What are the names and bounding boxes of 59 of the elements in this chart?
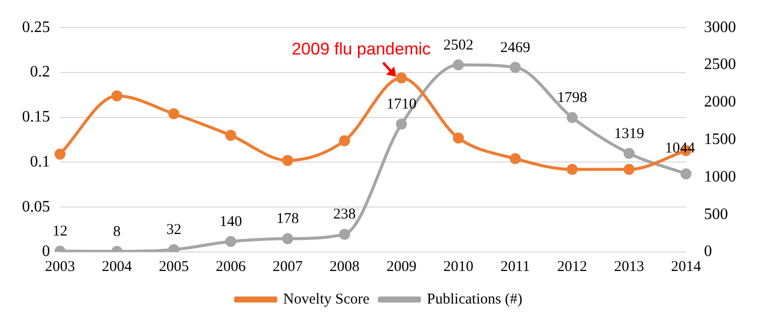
data-label: 32 [166, 222, 182, 238]
x-tick-label: 2008 [330, 258, 360, 275]
y2-tick-label: 1000 [704, 168, 736, 186]
point [566, 112, 578, 124]
data-label: 12 [52, 224, 68, 240]
y2-tick-label: 0 [704, 243, 712, 260]
point [566, 164, 578, 175]
point [282, 154, 294, 166]
data-label: 1319 [614, 126, 644, 142]
data-label: 1798 [557, 90, 588, 106]
point [680, 168, 692, 180]
y-tick-label: 0.25 [22, 18, 50, 36]
x-tick-label: 2009 [386, 258, 416, 275]
x-tick-label: 2013 [614, 258, 644, 275]
y2-tick-label: 1500 [704, 131, 736, 148]
point [452, 59, 464, 70]
data-label: 238 [333, 206, 356, 223]
point [225, 130, 236, 141]
point [282, 233, 294, 244]
point [396, 72, 407, 84]
x-tick-label: 2012 [557, 258, 588, 275]
point [339, 135, 350, 146]
data-label: 2469 [500, 40, 530, 56]
data-label: 8 [113, 224, 121, 240]
point [396, 118, 407, 130]
x-tick-label: 2004 [102, 258, 132, 275]
point [452, 132, 464, 144]
x-tick-label: 2014 [671, 258, 702, 275]
point [624, 164, 635, 175]
y2-tick-label: 500 [704, 206, 728, 223]
y-tick-label: 0.1 [30, 153, 50, 170]
point [510, 62, 521, 73]
data-label: 1710 [386, 96, 416, 113]
y-tick-label: 0.15 [22, 108, 50, 126]
annotation: 2009 flu pandemic [292, 39, 432, 58]
point [54, 148, 66, 160]
point [168, 108, 180, 120]
legend-label: Novelty Score [283, 291, 370, 308]
data-label: 178 [276, 211, 299, 228]
data-label: 2502 [443, 37, 474, 54]
legend-label: Publications (#) [426, 291, 522, 308]
x-tick-label: 2007 [272, 258, 304, 275]
y-tick-label: 0 [42, 243, 50, 260]
y-tick-label: 0.05 [22, 198, 50, 216]
point [510, 153, 521, 164]
point [624, 148, 635, 159]
point [339, 228, 350, 240]
x-tick-label: 2003 [45, 258, 75, 275]
point [225, 236, 236, 248]
x-tick-label: 2006 [216, 258, 246, 275]
y-tick-label: 0.2 [30, 64, 50, 81]
data-label: 140 [219, 214, 242, 230]
x-tick-label: 2005 [158, 258, 189, 275]
x-tick-label: 2010 [443, 258, 474, 275]
point [111, 90, 122, 102]
x-tick-label: 2011 [500, 258, 530, 275]
y2-tick-label: 2500 [704, 56, 736, 74]
y2-tick-label: 2000 [704, 94, 736, 111]
y2-tick-label: 3000 [704, 18, 736, 36]
